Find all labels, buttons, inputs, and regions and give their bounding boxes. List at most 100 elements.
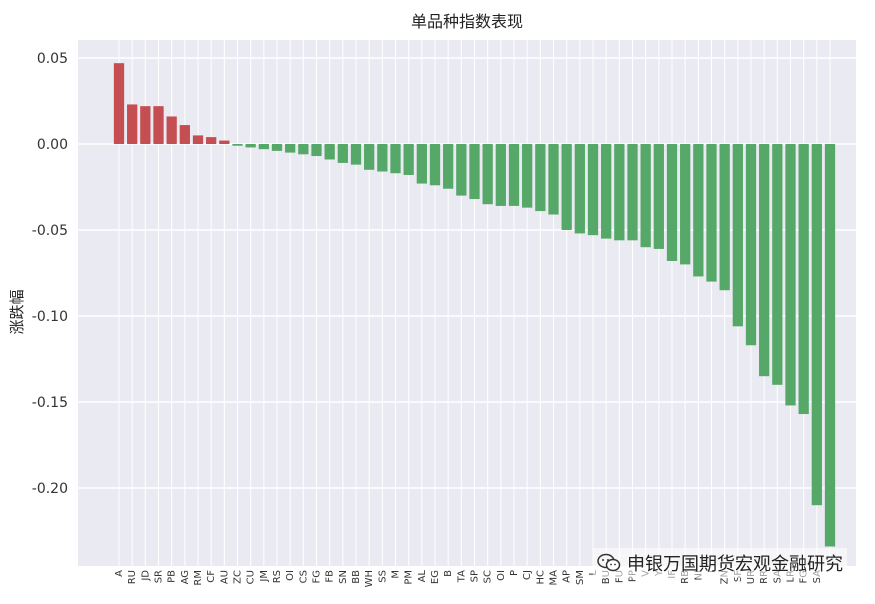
bar xyxy=(627,144,638,241)
bar xyxy=(759,144,770,377)
x-tick-label: JM xyxy=(259,570,270,583)
x-tick-label: SM xyxy=(575,570,586,585)
bar xyxy=(166,116,177,144)
watermark: 申银万国期货宏观金融研究 xyxy=(593,548,847,578)
x-tick-label: B xyxy=(443,570,454,577)
x-tick-label: HC xyxy=(535,570,546,585)
x-tick-label: AP xyxy=(562,570,573,583)
x-tick-label: BB xyxy=(351,570,362,584)
bar xyxy=(153,106,164,144)
y-tick-label: -0.05 xyxy=(32,223,68,239)
bar xyxy=(745,144,757,346)
bar xyxy=(772,144,783,385)
x-tick-label: FB xyxy=(325,570,336,583)
bar xyxy=(495,144,506,206)
bar xyxy=(811,144,822,506)
x-tick-label: OI xyxy=(496,570,507,581)
y-axis-label: 涨跌幅 xyxy=(8,289,26,334)
chart-title: 单品种指数表现 xyxy=(411,12,523,31)
bar xyxy=(443,144,454,189)
x-tick-label: CJ xyxy=(522,570,533,580)
x-tick-label: RU xyxy=(127,570,138,584)
x-tick-label: SS xyxy=(377,570,388,583)
bar xyxy=(258,144,269,150)
bar xyxy=(324,144,335,160)
bar xyxy=(640,144,651,248)
bar xyxy=(666,144,678,261)
bar xyxy=(798,144,809,415)
bar xyxy=(127,104,138,144)
x-tick-label: AU xyxy=(219,570,230,584)
x-tick-label: CF xyxy=(206,570,217,583)
x-tick-label: SR xyxy=(154,570,165,583)
x-tick-label: SN xyxy=(338,570,349,584)
watermark-text: 申银万国期货宏观金融研究 xyxy=(627,554,843,575)
y-tick-label: -0.15 xyxy=(32,395,68,411)
bar xyxy=(587,144,599,236)
bar xyxy=(416,144,427,184)
bar xyxy=(350,144,362,165)
x-tick-label: A xyxy=(114,570,125,577)
bar xyxy=(706,144,717,282)
x-tick-label: TA xyxy=(456,570,467,583)
x-tick-label: PB xyxy=(167,570,178,583)
bar xyxy=(271,144,283,151)
y-tick-label: -0.10 xyxy=(32,309,68,325)
bar xyxy=(311,144,322,157)
x-tick-label: RM xyxy=(193,570,204,586)
bar xyxy=(377,144,388,172)
y-tick-label: 0.00 xyxy=(37,137,68,153)
bar xyxy=(337,144,348,163)
x-tick-label: SC xyxy=(483,570,494,583)
x-tick-label: CU xyxy=(246,570,257,584)
bar xyxy=(245,144,256,148)
bar xyxy=(574,144,585,234)
bar xyxy=(522,144,533,208)
bar xyxy=(732,144,743,327)
bar xyxy=(653,144,664,249)
x-tick-label: OI xyxy=(285,570,296,581)
x-tick-label: AG xyxy=(180,570,191,584)
wechat-icon xyxy=(597,553,621,572)
x-tick-label: P xyxy=(509,570,520,576)
x-tick-label: EG xyxy=(430,570,441,584)
bar xyxy=(719,144,730,291)
bar xyxy=(680,144,691,265)
bar xyxy=(364,144,375,170)
bar xyxy=(469,144,480,200)
x-tick-label: ZC xyxy=(233,570,244,584)
x-tick-label: SP xyxy=(470,570,481,582)
x-tick-label: FG xyxy=(312,570,323,584)
bar xyxy=(206,137,217,144)
bar xyxy=(535,144,546,212)
bar xyxy=(614,144,625,241)
x-tick-label: PM xyxy=(404,570,415,585)
bar xyxy=(824,144,836,547)
x-tick-label: MA xyxy=(549,570,560,586)
bar xyxy=(785,144,796,406)
x-tick-label: M xyxy=(391,570,402,579)
bar xyxy=(429,144,441,186)
plot-background xyxy=(78,40,856,566)
bar xyxy=(508,144,520,206)
bar xyxy=(140,106,151,144)
bar xyxy=(285,144,296,153)
bar xyxy=(390,144,401,174)
x-tick-label: CS xyxy=(298,570,309,583)
bar xyxy=(693,144,704,277)
bar xyxy=(179,125,190,144)
x-tick-label: WH xyxy=(364,570,375,587)
bars xyxy=(113,63,836,547)
bar xyxy=(232,144,243,146)
bar xyxy=(298,144,309,155)
y-axis-ticks: 0.05 0.00 -0.05 -0.10 -0.15 -0.20 xyxy=(32,51,68,497)
bar xyxy=(456,144,467,196)
x-tick-label: JD xyxy=(140,570,151,582)
bar xyxy=(403,144,414,175)
bar xyxy=(601,144,612,239)
bar xyxy=(192,135,204,144)
x-tick-label: AL xyxy=(417,570,428,583)
bar xyxy=(561,144,572,230)
y-tick-label: -0.20 xyxy=(32,481,68,497)
